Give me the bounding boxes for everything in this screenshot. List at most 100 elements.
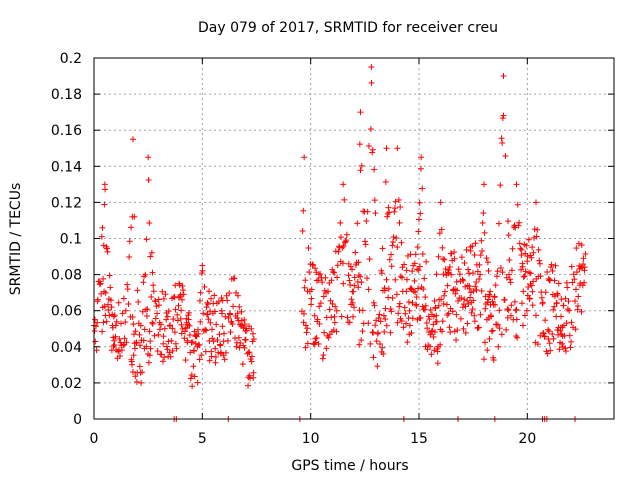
data-point: [466, 285, 473, 292]
data-point: [365, 320, 372, 327]
data-point: [386, 209, 393, 216]
data-point: [409, 299, 416, 306]
data-point: [411, 277, 418, 284]
data-point: [469, 306, 476, 313]
data-point: [130, 368, 136, 375]
data-point: [462, 283, 469, 290]
data-point: [332, 248, 339, 255]
data-point: [427, 343, 434, 350]
data-point: [332, 303, 339, 310]
data-point: [446, 324, 453, 331]
data-point: [349, 266, 356, 273]
data-point: [156, 302, 162, 309]
x-tick-label: 15: [410, 431, 428, 447]
data-point: [99, 328, 106, 335]
data-point: [111, 341, 118, 348]
data-point: [205, 301, 212, 308]
data-point: [140, 337, 147, 344]
data-point: [459, 276, 466, 283]
data-point: [489, 298, 496, 305]
data-point: [545, 275, 552, 282]
data-point: [552, 262, 559, 269]
data-point: [204, 299, 211, 306]
data-point: [545, 326, 552, 333]
data-point: [115, 299, 122, 306]
data-point: [341, 196, 348, 203]
data-point: [405, 299, 412, 306]
data-point: [374, 363, 381, 370]
data-point: [393, 291, 400, 298]
data-point: [181, 335, 188, 342]
data-point: [550, 335, 557, 342]
data-point: [143, 236, 150, 243]
data-point: [486, 335, 493, 342]
data-point: [441, 292, 448, 299]
data-point: [351, 304, 357, 311]
data-point: [231, 275, 238, 282]
data-point: [169, 347, 176, 354]
data-point: [376, 311, 383, 318]
data-point: [422, 294, 429, 301]
data-point: [572, 298, 578, 305]
data-point: [145, 177, 152, 184]
data-point: [338, 234, 344, 241]
data-point: [391, 208, 398, 215]
data-point: [461, 296, 468, 303]
data-point: [562, 295, 569, 302]
data-point: [526, 295, 533, 302]
data-point: [485, 267, 492, 274]
data-point: [549, 267, 556, 274]
data-point: [134, 287, 141, 294]
data-point: [165, 338, 172, 345]
data-point: [310, 262, 317, 269]
data-point: [250, 374, 257, 381]
data-point: [355, 284, 362, 291]
data-point: [482, 305, 489, 312]
data-point: [448, 271, 455, 278]
data-point: [473, 286, 480, 293]
data-point: [206, 288, 213, 295]
data-point: [504, 306, 511, 313]
data-point: [484, 347, 491, 354]
data-point: [451, 249, 458, 256]
data-point: [549, 331, 556, 338]
data-point: [496, 307, 503, 314]
data-point: [501, 296, 508, 303]
data-point: [394, 145, 401, 152]
data-point: [182, 357, 189, 364]
data-point: [546, 340, 553, 347]
data-point: [473, 279, 480, 286]
data-point: [224, 297, 231, 304]
data-point: [385, 294, 392, 301]
data-point: [458, 295, 465, 302]
data-point: [357, 273, 364, 280]
data-point: [145, 154, 152, 161]
data-point: [380, 312, 387, 319]
data-point: [528, 282, 535, 289]
data-point: [117, 320, 124, 327]
data-point: [478, 287, 485, 294]
y-tick-label: 0.04: [51, 340, 82, 356]
data-point: [485, 296, 492, 303]
data-point: [382, 316, 389, 323]
data-point: [536, 257, 543, 264]
data-point: [578, 308, 585, 315]
data-point: [166, 349, 173, 356]
data-point: [516, 240, 523, 247]
data-point: [377, 318, 384, 325]
data-point: [133, 339, 140, 346]
data-point: [415, 267, 422, 274]
data-point: [573, 245, 580, 252]
data-point: [155, 296, 162, 303]
data-point: [369, 149, 376, 156]
data-point: [308, 301, 315, 308]
data-point: [195, 330, 202, 337]
data-point: [416, 216, 422, 223]
data-point: [365, 286, 372, 293]
data-point: [316, 320, 323, 327]
data-point: [329, 300, 336, 307]
data-point: [115, 348, 122, 355]
data-point: [439, 318, 446, 325]
data-point: [112, 333, 119, 340]
data-point: [199, 262, 206, 269]
